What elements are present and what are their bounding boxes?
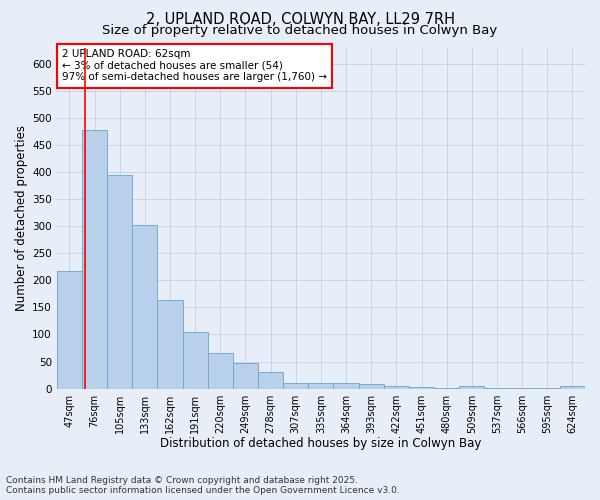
Y-axis label: Number of detached properties: Number of detached properties [15, 125, 28, 311]
Bar [283, 383, 308, 388]
Text: 2 UPLAND ROAD: 62sqm
← 3% of detached houses are smaller (54)
97% of semi-detach: 2 UPLAND ROAD: 62sqm ← 3% of detached ho… [62, 49, 327, 82]
Bar [560, 386, 585, 388]
Text: 2, UPLAND ROAD, COLWYN BAY, LL29 7RH: 2, UPLAND ROAD, COLWYN BAY, LL29 7RH [146, 12, 455, 26]
Bar [57, 270, 82, 388]
Bar [233, 363, 258, 388]
Bar [82, 130, 107, 388]
Bar [334, 383, 359, 388]
Bar [157, 300, 182, 388]
Text: Contains HM Land Registry data © Crown copyright and database right 2025.
Contai: Contains HM Land Registry data © Crown c… [6, 476, 400, 495]
Bar [132, 225, 157, 388]
Bar [459, 386, 484, 388]
Bar [182, 332, 208, 388]
Bar [308, 383, 334, 388]
X-axis label: Distribution of detached houses by size in Colwyn Bay: Distribution of detached houses by size … [160, 437, 482, 450]
Bar [384, 386, 409, 388]
Bar [208, 354, 233, 388]
Bar [107, 174, 132, 388]
Bar [409, 387, 434, 388]
Bar [359, 384, 384, 388]
Text: Size of property relative to detached houses in Colwyn Bay: Size of property relative to detached ho… [103, 24, 497, 37]
Bar [258, 372, 283, 388]
